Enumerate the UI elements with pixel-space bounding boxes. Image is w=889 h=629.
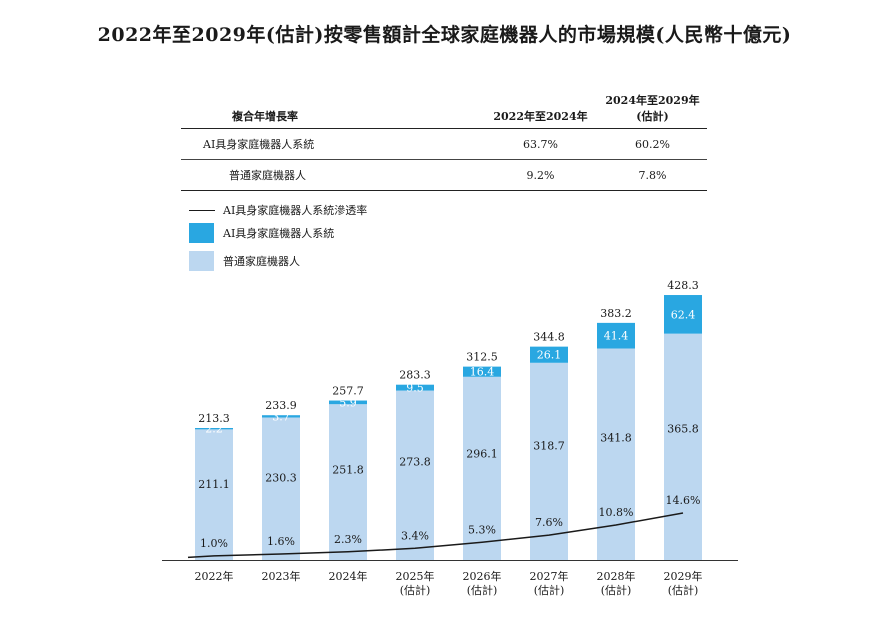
bar-ordinary-label: 296.1 bbox=[466, 448, 498, 461]
penetration-label: 2.3% bbox=[334, 533, 362, 546]
penetration-label: 1.0% bbox=[200, 537, 228, 550]
bar-ai bbox=[195, 428, 233, 430]
cagr-header-col-a: 2022年至2024年 bbox=[493, 110, 588, 123]
penetration-label: 1.6% bbox=[267, 535, 295, 548]
bar-ordinary bbox=[396, 390, 434, 560]
x-tick-label: 2024年 bbox=[329, 569, 368, 583]
cagr-row-ordinary-label: 普通家庭機器人 bbox=[229, 169, 306, 182]
bar-ai-label: 3.7 bbox=[272, 410, 290, 423]
bar-total-label: 312.5 bbox=[466, 351, 498, 364]
bar-ai-label: 41.4 bbox=[604, 330, 629, 343]
x-tick-note: (估計) bbox=[400, 583, 431, 597]
x-tick-note: (估計) bbox=[534, 583, 565, 597]
bar-ordinary-label: 230.3 bbox=[265, 471, 297, 484]
bar-ai-label: 62.4 bbox=[671, 308, 696, 321]
x-tick-note: (估計) bbox=[601, 583, 632, 597]
bar-ai-label: 2.2 bbox=[205, 423, 223, 436]
bar-ordinary bbox=[195, 429, 233, 560]
x-tick-note: (估計) bbox=[467, 583, 498, 597]
legend-swatch-ai bbox=[189, 223, 214, 243]
bar-ordinary-label: 365.8 bbox=[667, 423, 699, 436]
cagr-row-ai-col-a: 63.7% bbox=[523, 137, 558, 151]
bar-ai-label: 5.9 bbox=[339, 396, 357, 409]
x-tick-label: 2029年 bbox=[664, 569, 703, 583]
bar-ai-label: 26.1 bbox=[537, 349, 562, 362]
x-tick-label: 2026年 bbox=[463, 569, 502, 583]
cagr-row-ai-col-b: 60.2% bbox=[635, 137, 670, 151]
cagr-header-label-text: 複合年增長率 bbox=[232, 110, 298, 123]
bar-ai bbox=[262, 415, 300, 418]
x-tick-label: 2028年 bbox=[597, 569, 636, 583]
bar-ordinary-label: 341.8 bbox=[600, 431, 632, 444]
cagr-row-label: AI具身家庭機器人系統 bbox=[181, 129, 483, 160]
legend-item-penetration: AI具身家庭機器人系統滲透率 bbox=[189, 202, 367, 218]
cagr-row-ordinary-col-a: 9.2% bbox=[526, 168, 555, 182]
x-tick-label: 2022年 bbox=[195, 569, 234, 583]
cagr-header-col-b: 2024年至2029年 (估計) bbox=[598, 92, 707, 129]
penetration-label: 3.4% bbox=[401, 529, 429, 542]
bar-ordinary bbox=[530, 362, 568, 560]
legend-label-ai: AI具身家庭機器人系統 bbox=[223, 227, 335, 240]
bar-total-label: 428.3 bbox=[667, 279, 699, 292]
penetration-label: 10.8% bbox=[599, 506, 634, 519]
x-tick-label: 2023年 bbox=[262, 569, 301, 583]
bar-ai bbox=[463, 366, 501, 377]
legend-label-ordinary: 普通家庭機器人 bbox=[223, 255, 300, 268]
cagr-header-col-b-line1: 2024年至2029年 bbox=[605, 94, 700, 107]
cagr-row-ordinary-col-b: 7.8% bbox=[638, 168, 667, 182]
penetration-line bbox=[187, 512, 684, 559]
cagr-row-ai: AI具身家庭機器人系統 63.7% 60.2% bbox=[181, 129, 707, 160]
legend-item-ordinary: 普通家庭機器人 bbox=[189, 251, 300, 271]
bar-total-label: 213.3 bbox=[198, 412, 230, 425]
bar-ai-label: 9.5 bbox=[406, 382, 424, 395]
bar-total-label: 257.7 bbox=[332, 385, 364, 398]
bar-ordinary bbox=[664, 333, 702, 560]
cagr-header-label: 複合年增長率 bbox=[181, 92, 483, 129]
bar-ordinary-label: 273.8 bbox=[399, 456, 431, 469]
chart-title: 2022年至2029年(估計)按零售額計全球家庭機器人的市場規模(人民幣十億元) bbox=[97, 24, 792, 46]
bar-total-label: 233.9 bbox=[265, 399, 297, 412]
bar-ai bbox=[329, 400, 367, 405]
bar-ordinary-label: 211.1 bbox=[198, 478, 230, 491]
bar-ai-label: 16.4 bbox=[470, 366, 495, 379]
penetration-label: 5.3% bbox=[468, 523, 496, 536]
bar-total-label: 283.3 bbox=[399, 369, 431, 382]
legend-label-penetration: AI具身家庭機器人系統滲透率 bbox=[223, 204, 368, 217]
bar-ordinary-label: 318.7 bbox=[533, 440, 565, 453]
bar-total-label: 383.2 bbox=[600, 307, 632, 320]
bar-ordinary bbox=[463, 376, 501, 560]
bar-ai bbox=[396, 384, 434, 391]
bar-total-label: 344.8 bbox=[533, 331, 565, 344]
bar-ordinary-label: 251.8 bbox=[332, 464, 364, 477]
legend-swatch-ordinary bbox=[189, 251, 214, 271]
cagr-row-ordinary: 普通家庭機器人 9.2% 7.8% bbox=[181, 160, 707, 191]
cagr-row-label: 普通家庭機器人 bbox=[181, 160, 483, 191]
bar-ai bbox=[597, 322, 635, 349]
x-tick-note: (估計) bbox=[668, 583, 699, 597]
bar-ordinary bbox=[329, 404, 367, 560]
cagr-header-col-b-line2: (估計) bbox=[636, 110, 669, 123]
x-tick-label: 2027年 bbox=[530, 569, 569, 583]
x-tick-label: 2025年 bbox=[396, 569, 435, 583]
cagr-table: 複合年增長率 2022年至2024年 2024年至2029年 (估計) AI具身… bbox=[181, 92, 707, 191]
legend-line-swatch bbox=[189, 209, 215, 211]
bar-ordinary bbox=[597, 348, 635, 560]
penetration-label: 7.6% bbox=[535, 516, 563, 529]
bar-ai bbox=[530, 346, 568, 363]
legend-item-ai: AI具身家庭機器人系統 bbox=[189, 223, 334, 243]
bar-ai bbox=[664, 295, 702, 334]
cagr-header-row: 複合年增長率 2022年至2024年 2024年至2029年 (估計) bbox=[181, 92, 707, 129]
penetration-label: 14.6% bbox=[666, 494, 701, 507]
cagr-row-ai-label: AI具身家庭機器人系統 bbox=[203, 138, 315, 151]
bar-ordinary bbox=[262, 417, 300, 560]
